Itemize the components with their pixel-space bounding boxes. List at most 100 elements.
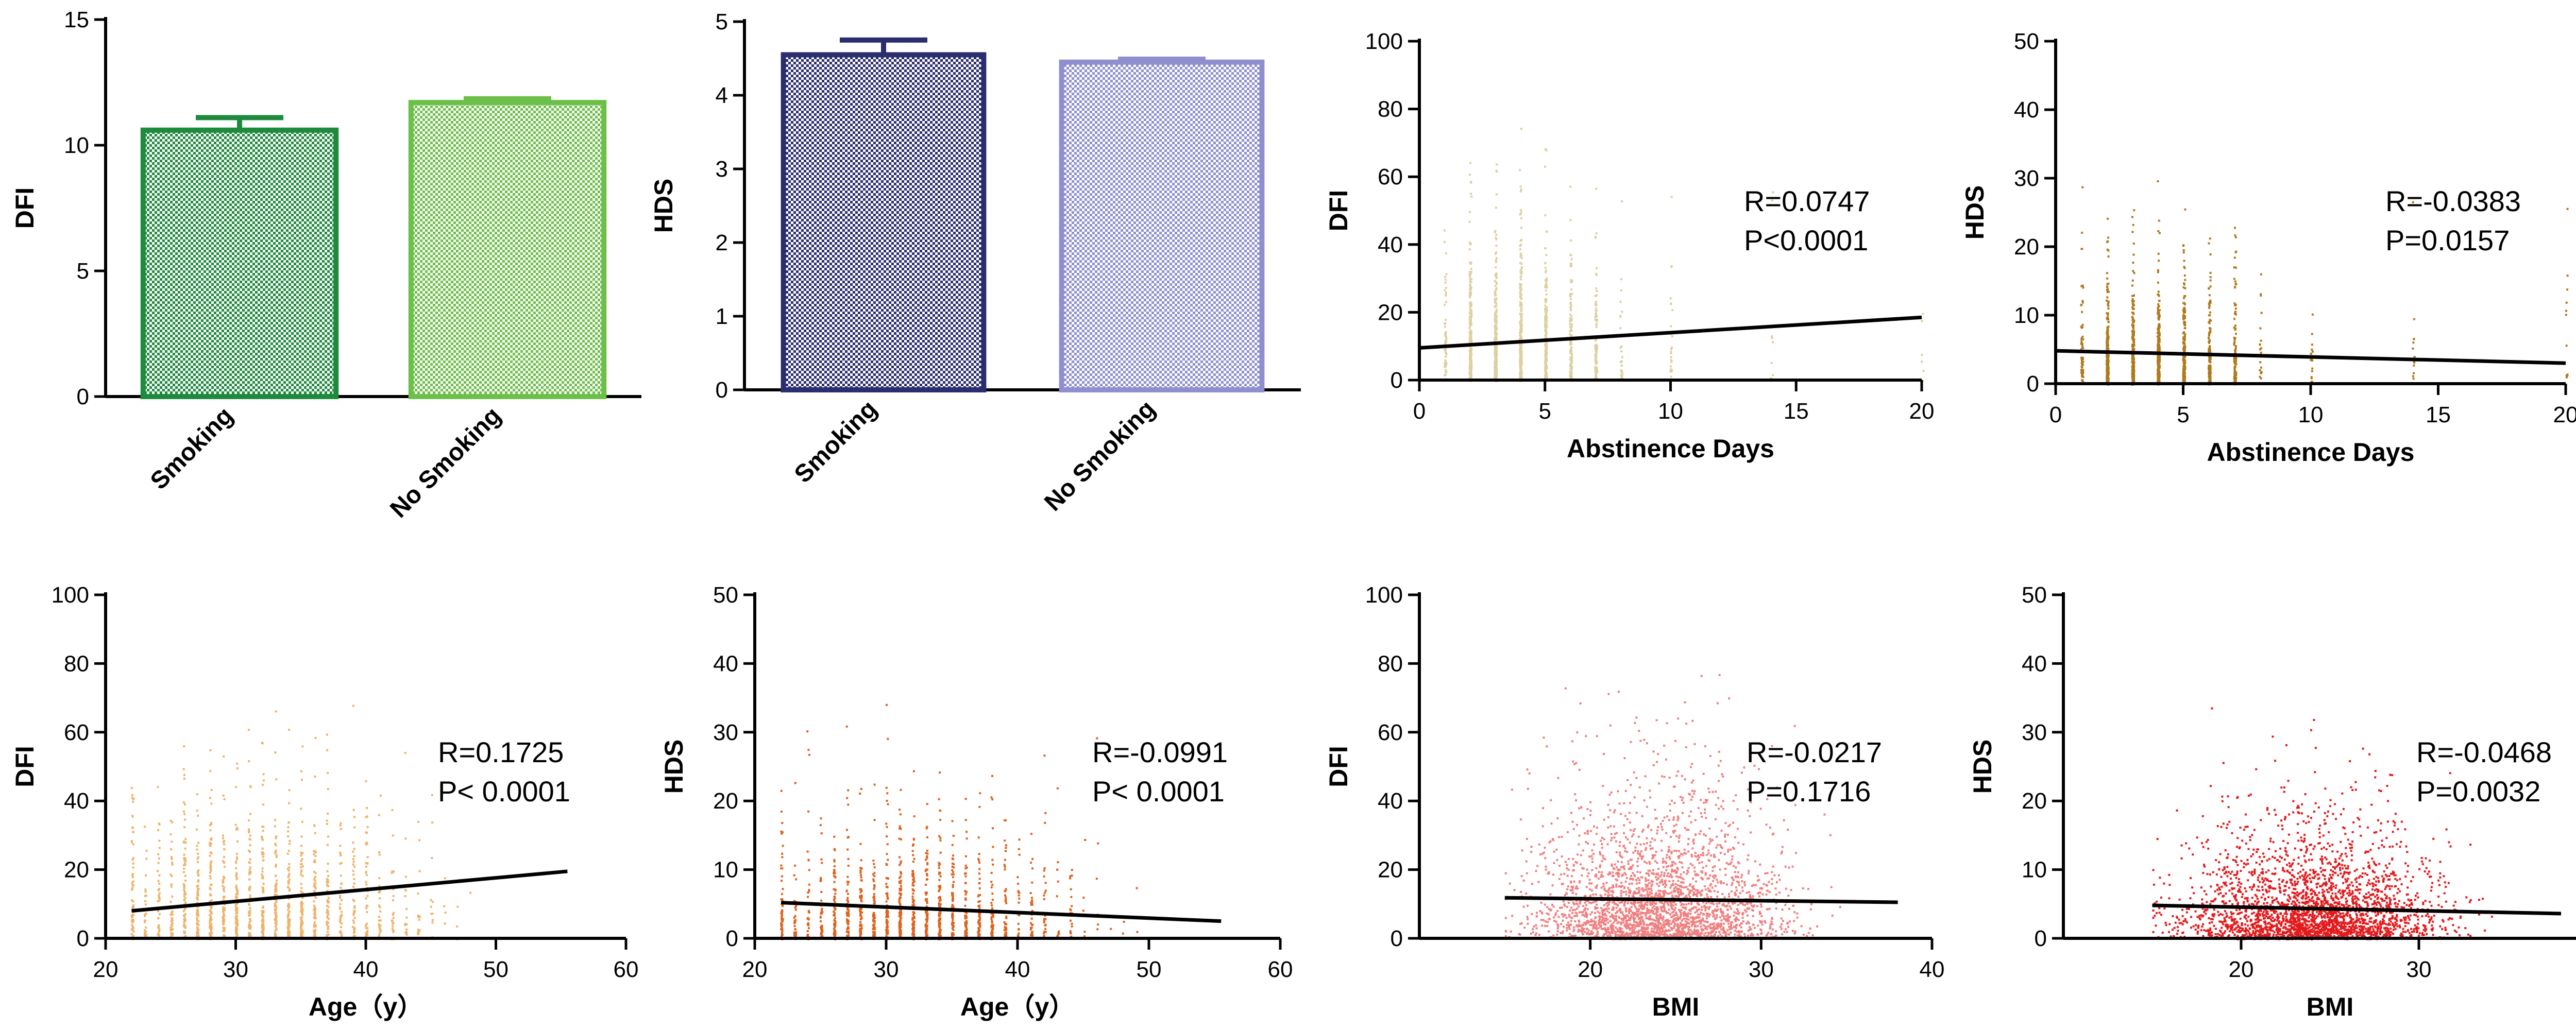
x-tick-label: 60 (614, 957, 639, 982)
bar-smoking (781, 52, 987, 393)
y-tick-label: 0 (2027, 371, 2039, 397)
x-tick-label: 5 (2177, 402, 2189, 427)
x-tick-label: 40 (1005, 957, 1030, 982)
y-tick-label: 20 (64, 857, 89, 883)
x-tick-label: 20 (1909, 399, 1935, 424)
r-value-label: R=0.1725 (438, 736, 564, 768)
x-tick-label: 30 (874, 957, 899, 982)
y-tick-label: 30 (2022, 720, 2047, 745)
r-value-label: R=-0.0468 (2416, 736, 2552, 768)
y-axis-title: HDS (1960, 185, 1989, 240)
y-tick-label: 0 (2035, 926, 2047, 951)
y-tick-label: 60 (1378, 164, 1403, 190)
y-axis-title: HDS (659, 740, 688, 794)
regression-line (1504, 896, 1898, 904)
y-axis-title: HDS (1968, 740, 1997, 794)
x-tick-label: 30 (2406, 957, 2432, 982)
y-tick-label: 60 (64, 720, 89, 745)
x-tick-label: 15 (1784, 399, 1809, 424)
r-value-label: R=-0.0991 (1092, 736, 1228, 768)
y-tick-label: 20 (1378, 857, 1403, 883)
x-tick-label: 0 (2049, 402, 2062, 427)
x-tick-label: 60 (1268, 957, 1293, 982)
p-value-label: P=0.0032 (2416, 775, 2540, 808)
y-tick-label: 20 (2022, 788, 2047, 814)
x-axis-title: BMI (2307, 992, 2354, 1021)
x-tick-label: 20 (2229, 957, 2254, 982)
y-tick-label: 30 (713, 720, 738, 745)
r-value-label: R=0.0747 (1744, 185, 1870, 217)
y-tick-label: 50 (2014, 29, 2039, 54)
y-tick-label: 4 (716, 83, 728, 108)
x-axis-title: Age（y） (960, 992, 1075, 1021)
y-axis-title: HDS (649, 179, 678, 233)
category-label: No Smoking (1039, 395, 1160, 516)
y-tick-label: 0 (1391, 926, 1403, 951)
x-tick-label: 20 (742, 957, 768, 982)
y-tick-label: 15 (64, 7, 89, 32)
panel-hds-age-axes: 0 10 20 30 40 50 HDS 20 30 40 50 60 Age（y） (659, 582, 1293, 1021)
panel-hds-bmi-point-cloud (2152, 707, 2493, 940)
x-tick-label: 10 (1658, 399, 1683, 424)
y-tick-label: 20 (2014, 234, 2039, 260)
panel-hds-bmi-axes: 01020304050HDS203040BMI (1968, 582, 2576, 1021)
y-tick-label: 0 (726, 926, 738, 951)
y-tick-label: 30 (2014, 166, 2039, 191)
panel-hds-bmi-points (2152, 707, 2493, 940)
y-axis-title: DFI (10, 746, 39, 787)
y-tick-label: 0 (716, 377, 728, 403)
x-axis-title: BMI (1652, 992, 1700, 1021)
r-value-label: R=-0.0217 (1747, 736, 1882, 768)
y-tick-label: 5 (77, 259, 89, 284)
y-tick-label: 40 (64, 788, 89, 814)
regression-line (1419, 315, 1922, 350)
x-tick-label: 50 (1137, 957, 1162, 982)
y-tick-label: 40 (713, 651, 738, 676)
y-tick-label: 0 (1391, 368, 1403, 393)
panel-dfi-bmi-points (1504, 674, 1841, 940)
category-label: Smoking (145, 402, 239, 495)
x-axis-title: Abstinence Days (2207, 438, 2415, 467)
x-tick-label: 30 (223, 957, 248, 982)
x-tick-label: 10 (2298, 402, 2324, 427)
y-tick-label: 10 (64, 133, 89, 158)
y-tick-label: 10 (713, 857, 738, 883)
x-tick-label: 20 (2553, 402, 2576, 427)
y-tick-label: 80 (64, 651, 89, 676)
regression-line (781, 901, 1222, 923)
x-axis-title: Age（y） (309, 992, 423, 1021)
y-tick-label: 100 (1365, 582, 1403, 608)
x-axis-title: Abstinence Days (1567, 434, 1774, 463)
bar-no-smoking (408, 100, 607, 400)
x-tick-label: 40 (353, 957, 379, 982)
x-tick-label: 20 (1578, 957, 1603, 982)
bar-no-smoking (1059, 59, 1265, 392)
p-value-label: P< 0.0001 (1092, 775, 1225, 808)
x-tick-label: 5 (1539, 399, 1551, 424)
y-tick-label: 10 (2022, 857, 2047, 883)
y-tick-label: 20 (1378, 300, 1403, 325)
category-label: Smoking (789, 395, 883, 488)
y-tick-label: 0 (77, 384, 89, 409)
y-tick-label: 5 (716, 9, 728, 35)
p-value-label: P=0.0157 (2385, 224, 2510, 256)
x-tick-label: 15 (2426, 402, 2451, 427)
y-tick-label: 50 (713, 582, 738, 608)
y-tick-label: 50 (2022, 582, 2047, 608)
y-tick-label: 40 (1378, 788, 1403, 814)
y-tick-label: 1 (716, 304, 728, 329)
y-tick-label: 10 (2014, 303, 2039, 328)
y-tick-label: 60 (1378, 720, 1403, 745)
y-tick-label: 2 (716, 230, 728, 255)
y-axis-title: DFI (1324, 746, 1353, 787)
regression-line (131, 869, 568, 913)
y-tick-label: 3 (716, 157, 728, 182)
panel-dfi-abstinence-axes: 0 20 40 60 80 100 DFI 0 5 10 15 20 Abstinence Days (1324, 29, 1934, 463)
r-value-label: R=-0.0383 (2385, 185, 2521, 217)
x-tick-label: 50 (483, 957, 509, 982)
y-tick-label: 40 (2014, 97, 2039, 123)
bar-smoking (140, 127, 339, 400)
p-value-label: P=0.1716 (1747, 775, 1871, 808)
